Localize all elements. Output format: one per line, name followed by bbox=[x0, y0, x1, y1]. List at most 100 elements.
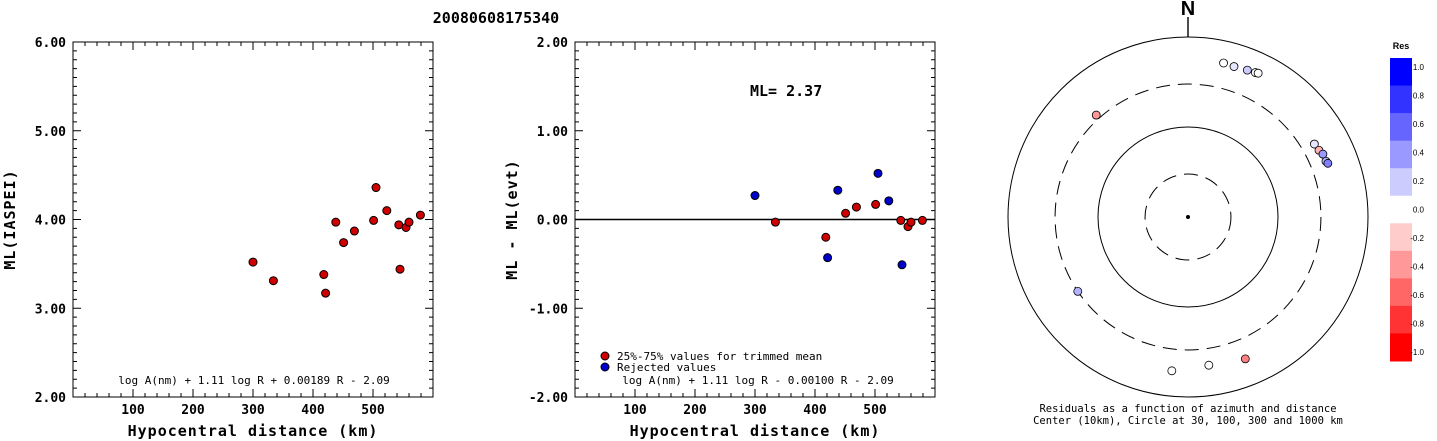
x-tick-label: 300 bbox=[241, 403, 265, 418]
colorbar-title: Res bbox=[1393, 41, 1410, 51]
data-point bbox=[906, 217, 916, 227]
data-point bbox=[896, 215, 906, 225]
x-axis-label: Hypocentral distance (km) bbox=[128, 422, 379, 440]
distance-ring-300km bbox=[1054, 83, 1322, 351]
legend-marker bbox=[600, 362, 610, 372]
y-tick-label: 2.00 bbox=[35, 391, 66, 406]
y-tick-label: 0.00 bbox=[537, 214, 568, 229]
data-point bbox=[917, 215, 927, 225]
y-tick-label: 2.00 bbox=[537, 36, 568, 51]
data-point bbox=[395, 264, 405, 274]
data-point bbox=[369, 215, 379, 225]
data-point bbox=[248, 257, 258, 267]
colorbar-cell bbox=[1390, 250, 1412, 279]
colorbar-cell bbox=[1390, 168, 1412, 197]
y-axis-label: ML - ML(evt) bbox=[503, 159, 521, 279]
colorbar-tick-label: 0.2 bbox=[1413, 177, 1425, 186]
y-tick-label: 4.00 bbox=[35, 214, 66, 229]
station-residual-point bbox=[1204, 360, 1214, 370]
x-tick-label: 100 bbox=[121, 403, 145, 418]
colorbar-cell bbox=[1390, 85, 1412, 114]
colorbar-tick-label: 0.8 bbox=[1413, 92, 1425, 101]
data-point bbox=[331, 217, 341, 227]
data-point bbox=[268, 276, 278, 286]
colorbar-cell bbox=[1390, 58, 1412, 87]
ml-residual-vs-distance-plot: 100 200 300 400 500 -2.00 -1.00 0.00 1.00 2.00 Hyp… bbox=[503, 36, 936, 440]
data-point bbox=[823, 253, 833, 263]
station-residual-point bbox=[1229, 62, 1239, 71]
y-tick-label: 3.00 bbox=[35, 302, 66, 317]
y-tick-label: 5.00 bbox=[35, 125, 66, 140]
data-point bbox=[871, 199, 881, 209]
data-point bbox=[821, 232, 831, 242]
colorbar-tick-label: -0.8 bbox=[1410, 320, 1424, 329]
station-residual-point bbox=[1073, 286, 1083, 296]
data-point bbox=[750, 191, 760, 201]
data-point bbox=[841, 208, 851, 218]
data-point bbox=[339, 238, 349, 248]
station-residual-point bbox=[1309, 139, 1319, 149]
colorbar-tick-label: 0.0 bbox=[1413, 206, 1425, 215]
y-axis-label: ML(IASPEI) bbox=[1, 169, 19, 269]
map-caption-line2: Center (10km), Circle at 30, 100, 300 an… bbox=[1033, 415, 1343, 427]
data-point bbox=[319, 270, 329, 280]
data-point bbox=[404, 217, 414, 227]
azimuth-residual-map: N Residuals as a function of azimuth and … bbox=[1007, 0, 1369, 427]
plot-frame bbox=[72, 41, 434, 398]
data-point bbox=[884, 196, 894, 206]
x-tick-label: 400 bbox=[301, 403, 325, 418]
station-residual-point bbox=[1240, 354, 1250, 364]
y-tick-label: -2.00 bbox=[529, 391, 568, 406]
data-point bbox=[349, 226, 359, 236]
colorbar-tick-label: -0.6 bbox=[1410, 291, 1424, 300]
colorbar-cell bbox=[1390, 195, 1412, 224]
colorbar-cell bbox=[1390, 223, 1412, 252]
colorbar-tick-label: 0.4 bbox=[1413, 149, 1425, 158]
data-point bbox=[415, 210, 425, 220]
legend-label: 25%-75% values for trimmed mean bbox=[617, 350, 822, 363]
formula-text: log A(nm) + 1.11 log R + 0.00189 R - 2.0… bbox=[118, 374, 390, 387]
data-point bbox=[897, 260, 907, 270]
colorbar-tick-label: -0.2 bbox=[1410, 234, 1424, 243]
x-tick-label: 400 bbox=[803, 403, 827, 418]
x-axis-label: Hypocentral distance (km) bbox=[630, 422, 881, 440]
residual-colorbar: Res 1.0 0.8 0.6 0.4 0.2 0.0 -0.2 -0.4 -0.6 -0.8 -1.… bbox=[1390, 41, 1425, 362]
data-point bbox=[833, 185, 843, 195]
legend-label: Rejected values bbox=[617, 361, 716, 374]
legend-marker bbox=[600, 351, 610, 361]
colorbar-tick-label: 1.0 bbox=[1413, 63, 1425, 72]
data-point bbox=[382, 206, 392, 216]
x-tick-label: 300 bbox=[743, 403, 767, 418]
x-tick-label: 200 bbox=[683, 403, 707, 418]
x-tick-label: 200 bbox=[181, 403, 205, 418]
colorbar-cell bbox=[1390, 278, 1412, 307]
data-point bbox=[873, 168, 883, 178]
colorbar-tick-label: 0.6 bbox=[1413, 120, 1425, 129]
data-point bbox=[371, 183, 381, 193]
colorbar-cell bbox=[1390, 140, 1412, 169]
colorbar-cell bbox=[1390, 333, 1412, 362]
x-tick-label: 500 bbox=[863, 403, 887, 418]
colorbar-tick-label: -0.4 bbox=[1410, 263, 1424, 272]
distance-ring-100km bbox=[1097, 126, 1279, 308]
formula-text: log A(nm) + 1.11 log R - 0.00100 R - 2.0… bbox=[622, 374, 894, 387]
ml-vs-distance-plot: 100 200 300 400 500 2.00 3.00 4.00 5.00 6.00 Hypoc… bbox=[1, 36, 434, 440]
colorbar-tick-label: -1.0 bbox=[1410, 348, 1424, 357]
colorbar-cell bbox=[1390, 113, 1412, 142]
x-tick-label: 100 bbox=[623, 403, 647, 418]
y-tick-label: 6.00 bbox=[35, 36, 66, 51]
data-point bbox=[851, 202, 861, 212]
data-point bbox=[770, 217, 780, 227]
north-label: N bbox=[1181, 0, 1195, 20]
y-tick-label: -1.00 bbox=[529, 302, 568, 317]
x-tick-label: 500 bbox=[361, 403, 385, 418]
station-residual-point bbox=[1242, 65, 1252, 75]
distance-ring-30km bbox=[1144, 173, 1232, 261]
station-residual-point bbox=[1253, 68, 1263, 78]
figure-title: 20080608175340 bbox=[433, 9, 559, 27]
station-residual-point bbox=[1219, 58, 1228, 68]
data-point bbox=[321, 288, 331, 298]
ml-value-label: ML= 2.37 bbox=[750, 82, 822, 100]
y-tick-label: 1.00 bbox=[537, 125, 568, 140]
